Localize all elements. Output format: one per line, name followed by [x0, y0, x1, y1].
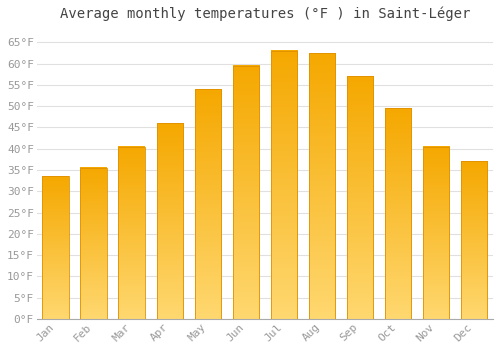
Bar — [308, 53, 335, 319]
Title: Average monthly temperatures (°F ) in Saint-Léger: Average monthly temperatures (°F ) in Sa… — [60, 7, 470, 21]
Bar — [346, 76, 374, 319]
Bar — [156, 123, 183, 319]
Bar — [194, 89, 221, 319]
Bar — [232, 66, 259, 319]
Bar — [384, 108, 411, 319]
Bar — [118, 147, 145, 319]
Bar — [80, 168, 107, 319]
Bar — [460, 161, 487, 319]
Bar — [42, 176, 69, 319]
Bar — [422, 147, 450, 319]
Bar — [270, 51, 297, 319]
